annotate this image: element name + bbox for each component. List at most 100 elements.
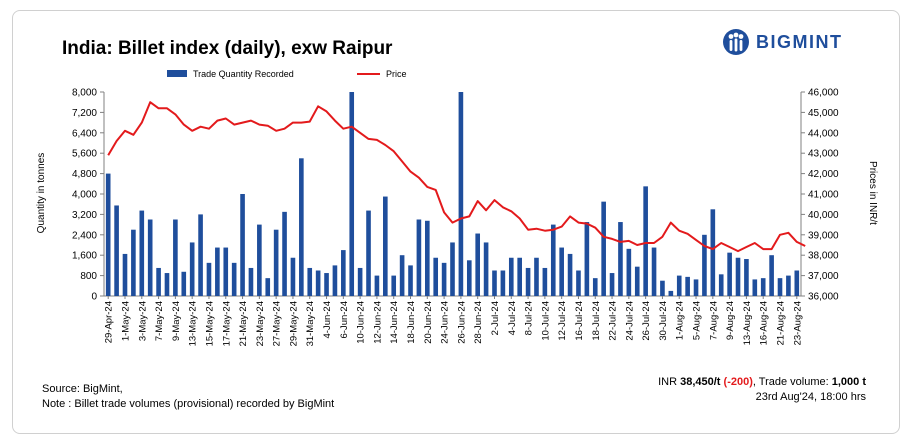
x-tick-label: 6-Jun-24 <box>339 301 350 339</box>
tick-labels: 0 800 1,600 2,400 3,200 4,000 4,800 5,600 6,400 7… <box>72 88 839 347</box>
x-tick-label: 22-Jul-24 <box>608 301 619 341</box>
price-value: 38,450/t <box>680 376 721 388</box>
bar <box>273 229 279 296</box>
price-series <box>107 101 806 253</box>
bar <box>584 222 590 296</box>
y-tick-label: 1,600 <box>72 251 97 262</box>
legend-swatch-quantity <box>167 70 187 77</box>
y-tick-label: 8,000 <box>72 88 97 99</box>
volume-note: Note : Billet trade volumes (provisional… <box>42 398 335 410</box>
x-tick-label: 20-Jun-24 <box>423 301 434 344</box>
x-tick-label: 24-Jul-24 <box>624 301 635 341</box>
bar <box>727 252 732 296</box>
bar <box>534 257 539 296</box>
bar <box>618 222 623 296</box>
bar <box>189 242 195 296</box>
bar <box>483 242 489 296</box>
volume-label: , Trade volume: <box>752 376 832 388</box>
source-note: Source: BigMint, <box>42 383 123 395</box>
x-tick-label: 10-Jun-24 <box>356 301 367 344</box>
bar <box>492 270 497 296</box>
bar <box>332 265 338 296</box>
bar <box>231 262 237 296</box>
bar <box>147 219 153 296</box>
y-tick-label: 5,600 <box>72 149 97 160</box>
bar <box>324 273 329 296</box>
x-tick-label: 13-Aug-24 <box>742 301 753 345</box>
x-tick-label: 9-Aug-24 <box>725 301 736 340</box>
x-tick-label: 13-May-24 <box>188 301 199 346</box>
x-tick-label: 23-Aug-24 <box>792 301 803 345</box>
price-prefix: INR <box>658 376 681 388</box>
bar <box>760 278 766 296</box>
x-tick-label: 24-Jun-24 <box>440 301 451 344</box>
bar <box>777 278 783 296</box>
x-tick-label: 21-Aug-24 <box>776 301 787 345</box>
bar <box>374 275 380 296</box>
timestamp: 23rd Aug'24, 18:00 hrs <box>755 391 866 403</box>
bar <box>643 186 648 296</box>
y2-tick-label: 42,000 <box>808 169 839 180</box>
bar <box>290 257 296 296</box>
bar <box>752 279 758 296</box>
y-tick-label: 2,400 <box>72 230 97 241</box>
x-tick-label: 12-Jul-24 <box>557 301 568 341</box>
bar <box>424 220 430 296</box>
bar <box>508 257 514 296</box>
x-tick-label: 31-May-24 <box>305 301 316 346</box>
bar <box>164 273 170 296</box>
x-tick-label: 16-Aug-24 <box>759 301 770 345</box>
bar <box>660 280 665 296</box>
y2-tick-label: 46,000 <box>808 88 839 99</box>
y2-tick-label: 38,000 <box>808 251 839 262</box>
bar <box>718 274 724 296</box>
bar <box>466 260 472 296</box>
x-tick-label: 3-May-24 <box>137 301 148 341</box>
bar <box>399 255 405 296</box>
bar <box>391 275 397 296</box>
y2-tick-label: 43,000 <box>808 149 839 160</box>
bar <box>626 248 632 296</box>
x-tick-label: 4-Jul-24 <box>507 301 518 335</box>
bar <box>668 290 674 296</box>
bar <box>341 250 346 296</box>
bar <box>542 267 548 296</box>
price-summary: INR 38,450/t (-200), Trade volume: 1,000… <box>658 375 866 405</box>
y2-tick-label: 41,000 <box>808 190 839 201</box>
bar-series <box>105 92 800 296</box>
bar <box>223 247 229 296</box>
bar <box>307 267 313 296</box>
x-tick-label: 26-Jun-24 <box>456 301 467 344</box>
bar <box>702 234 707 296</box>
volume-value: 1,000 t <box>831 376 866 388</box>
y2-tick-label: 36,000 <box>808 292 839 303</box>
legend: Trade Quantity Recorded Price <box>167 69 407 79</box>
x-tick-label: 27-May-24 <box>272 301 283 346</box>
x-tick-label: 26-Jul-24 <box>641 301 652 341</box>
y-tick-label: 3,200 <box>72 210 97 221</box>
x-tick-label: 17-May-24 <box>221 301 232 346</box>
x-tick-label: 29-May-24 <box>288 301 299 346</box>
bar <box>475 233 481 296</box>
bar <box>248 267 254 296</box>
bar <box>240 194 245 296</box>
bar <box>139 210 145 296</box>
y-tick-label: 800 <box>80 271 97 282</box>
x-tick-label: 18-Jun-24 <box>406 301 417 344</box>
bar <box>408 265 413 296</box>
legend-label-quantity: Trade Quantity Recorded <box>193 69 294 79</box>
y-tick-label: 0 <box>91 292 97 303</box>
bigmint-logo-icon <box>723 29 749 55</box>
bar <box>206 262 212 296</box>
bigmint-logo-text: BIGMINT <box>756 31 843 52</box>
bar <box>550 224 556 296</box>
price-summary-line: INR 38,450/t (-200), Trade volume: 1,000… <box>658 375 866 390</box>
bar <box>567 253 573 296</box>
bar <box>282 211 287 296</box>
y-tick-label: 4,800 <box>72 169 97 180</box>
bar <box>769 255 774 296</box>
x-tick-label: 28-Jun-24 <box>473 301 484 344</box>
y2-tick-label: 44,000 <box>808 128 839 139</box>
bar <box>198 214 203 296</box>
